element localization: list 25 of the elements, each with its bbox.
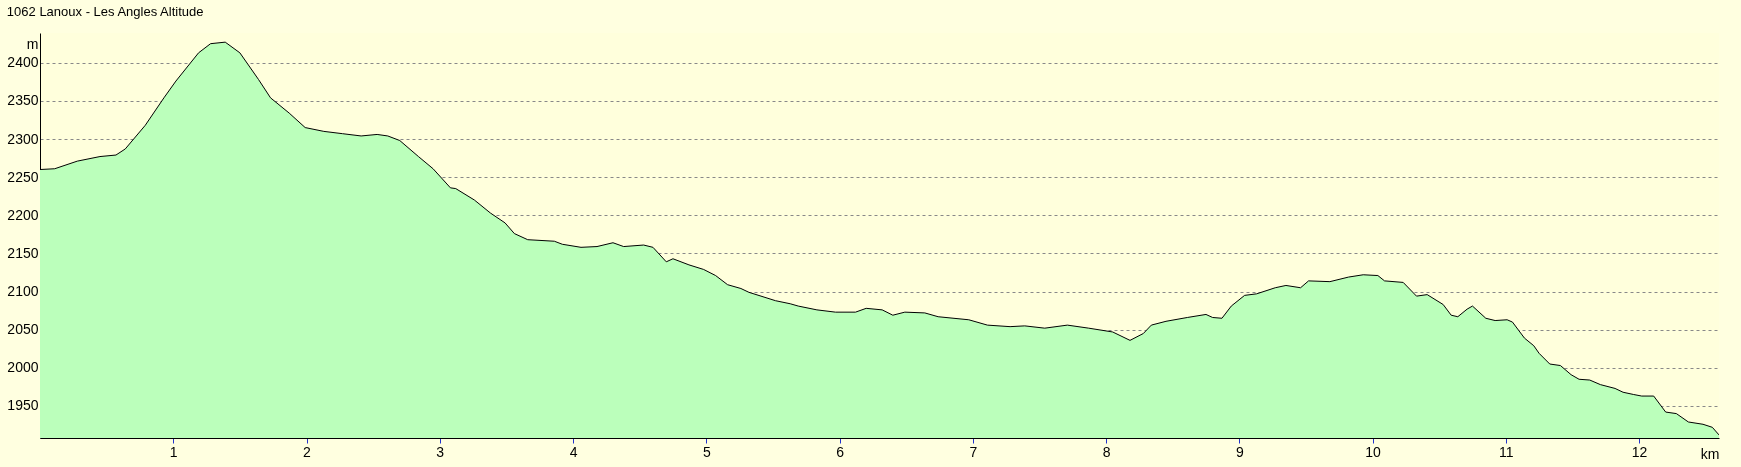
x-tick-label: 4 (569, 443, 578, 460)
y-axis-title: m (26, 35, 39, 52)
y-tick-label: 2200 (7, 206, 39, 223)
x-tick-label: 3 (436, 443, 445, 460)
y-tick-label: 2050 (7, 321, 39, 338)
x-tick-label: 11 (1499, 443, 1514, 460)
y-tick-label: 2300 (7, 130, 39, 147)
x-axis-title: km (1700, 445, 1720, 462)
y-tick-label: 2400 (7, 54, 39, 71)
x-tick-label: 1 (169, 443, 178, 460)
x-tick-label: 8 (1102, 443, 1111, 460)
y-tick-label: 2150 (7, 244, 39, 261)
x-tick-label: 6 (836, 443, 845, 460)
y-tick-label: 2000 (7, 359, 39, 376)
x-tick-label: 9 (1235, 443, 1244, 460)
y-tick-label: 2250 (7, 168, 39, 185)
x-tick-label: 2 (303, 443, 312, 460)
x-tick-label: 10 (1365, 443, 1382, 460)
chart-title: 1062 Lanoux - Les Angles Altitude (6, 4, 204, 19)
x-tick-label: 5 (702, 443, 711, 460)
y-tick-label: 2350 (7, 92, 39, 109)
x-tick-label: 12 (1631, 443, 1648, 460)
x-tick-label: 7 (969, 443, 978, 460)
y-tick-label: 2100 (7, 283, 39, 300)
y-tick-label: 1950 (7, 397, 39, 414)
